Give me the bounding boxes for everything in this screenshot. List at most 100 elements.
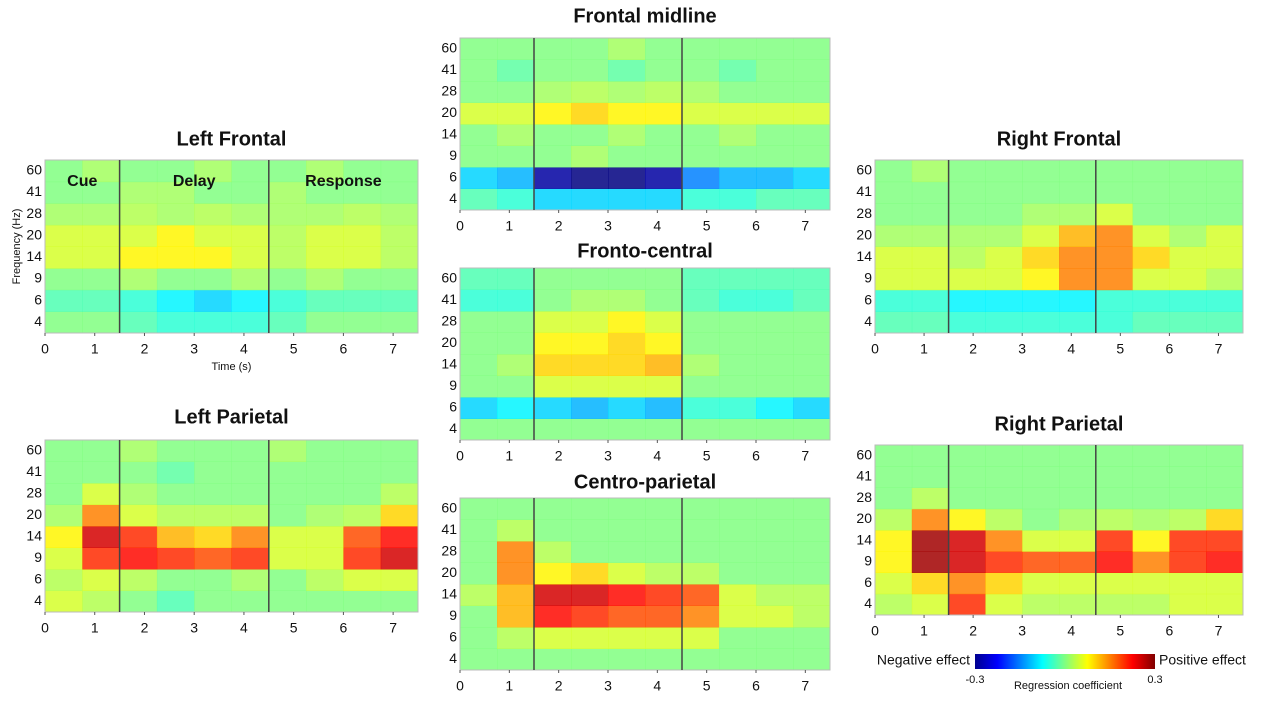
x-tick-label: 3 xyxy=(1018,623,1026,639)
heatmap-cell xyxy=(1095,445,1134,467)
heatmap-cell xyxy=(1059,224,1097,247)
heatmap-cell xyxy=(460,562,498,585)
heatmap-cell xyxy=(460,397,498,419)
heatmap-cell xyxy=(756,81,794,103)
heatmap-cell xyxy=(756,418,794,441)
epoch-label: Response xyxy=(305,173,382,190)
heatmap-cell xyxy=(793,59,831,82)
heatmap-cell xyxy=(756,38,794,60)
heatmap-cell xyxy=(1059,551,1097,573)
panel-title: Left Frontal xyxy=(177,128,287,150)
heatmap-cell xyxy=(460,648,498,671)
heatmap-cell xyxy=(793,332,831,355)
heatmap-cell xyxy=(793,124,831,146)
heatmap-cell xyxy=(156,203,195,226)
heatmap-cell xyxy=(719,627,757,649)
heatmap-cell xyxy=(343,224,382,247)
heatmap-cell xyxy=(380,289,419,312)
heatmap-cell xyxy=(682,498,720,520)
heatmap-cell xyxy=(793,81,831,103)
heatmap-cell xyxy=(194,526,232,548)
heatmap-cell xyxy=(194,160,232,183)
heatmap-cell xyxy=(948,466,986,488)
heatmap-cell xyxy=(119,181,158,204)
heatmap-cell xyxy=(645,124,683,146)
heatmap-cell xyxy=(380,311,419,334)
heatmap-cell xyxy=(719,562,757,585)
heatmap-cell xyxy=(497,81,535,103)
heatmap-cell xyxy=(343,526,382,548)
heatmap-cell xyxy=(682,81,720,103)
heatmap-cell xyxy=(460,188,498,211)
x-tick-label: 6 xyxy=(340,620,348,636)
heatmap-cell xyxy=(571,498,609,520)
heatmap-cell xyxy=(645,38,683,60)
heatmap-cell xyxy=(45,268,83,291)
heatmap-cell xyxy=(380,160,419,183)
heatmap-cell xyxy=(156,461,195,484)
heatmap-cell xyxy=(948,445,986,467)
heatmap-cell xyxy=(571,627,609,649)
heatmap-cell xyxy=(119,483,158,505)
heatmap-cell xyxy=(948,311,986,334)
y-tick-label: 14 xyxy=(856,531,872,547)
x-tick-label: 0 xyxy=(41,620,49,636)
heatmap-cell xyxy=(985,593,1023,616)
heatmap-cell xyxy=(645,519,683,542)
y-tick-label: 28 xyxy=(441,312,457,328)
heatmap-cell xyxy=(1206,289,1244,312)
heatmap-cell xyxy=(875,445,913,467)
heatmap-cell xyxy=(460,354,498,376)
heatmap-cell xyxy=(194,224,232,247)
x-tick-label: 1 xyxy=(920,341,928,357)
heatmap-cell xyxy=(682,354,720,376)
heatmap-cell xyxy=(1022,224,1060,247)
heatmap-cell xyxy=(231,440,270,462)
heatmap-cell xyxy=(268,289,307,312)
heatmap-cell xyxy=(1206,268,1244,291)
heatmap-cell xyxy=(911,289,950,312)
y-tick-label: 9 xyxy=(864,553,872,569)
heatmap-cell xyxy=(1169,289,1207,312)
heatmap-cell xyxy=(1022,487,1060,510)
heatmap-cell xyxy=(156,569,195,591)
heatmap-cell xyxy=(82,311,121,334)
x-tick-label: 1 xyxy=(920,623,928,639)
heatmap-cell xyxy=(793,648,831,671)
x-tick-label: 3 xyxy=(604,218,612,234)
heatmap-cell xyxy=(985,530,1023,552)
heatmap-cell xyxy=(45,504,83,527)
heatmap-cell xyxy=(194,311,232,334)
heatmap-cell xyxy=(194,181,232,204)
colorbar-tick-label: -0.3 xyxy=(966,674,985,686)
heatmap-cell xyxy=(1132,593,1170,616)
heatmap-cell xyxy=(268,268,307,291)
heatmap-cell xyxy=(268,224,307,247)
heatmap-cell xyxy=(948,246,986,269)
heatmap-cell xyxy=(119,224,158,247)
x-axis-label: Time (s) xyxy=(212,361,252,373)
y-tick-label: 20 xyxy=(856,226,872,242)
heatmap-cell xyxy=(682,562,720,585)
heatmap-cell xyxy=(875,268,913,291)
heatmap-cell xyxy=(1206,445,1244,467)
heatmap-cell xyxy=(45,526,83,548)
colorbar-title: Regression coefficient xyxy=(1014,680,1122,692)
heatmap-cell xyxy=(343,461,382,484)
heatmap-cell xyxy=(460,81,498,103)
heatmap-cell xyxy=(608,605,646,628)
x-tick-label: 5 xyxy=(290,341,298,357)
heatmap-cell xyxy=(608,627,646,649)
heatmap-cell xyxy=(1132,289,1170,312)
heatmap-cell xyxy=(571,418,609,441)
heatmap-cell xyxy=(608,289,646,312)
heatmap-cell xyxy=(571,59,609,82)
heatmap-cell xyxy=(756,605,794,628)
x-tick-label: 5 xyxy=(1116,341,1124,357)
y-tick-label: 14 xyxy=(26,248,42,264)
heatmap-cell xyxy=(1132,466,1170,488)
heatmap-cell xyxy=(875,160,913,183)
y-tick-label: 6 xyxy=(449,398,457,414)
heatmap-cell xyxy=(571,188,609,211)
heatmap-cell xyxy=(194,483,232,505)
